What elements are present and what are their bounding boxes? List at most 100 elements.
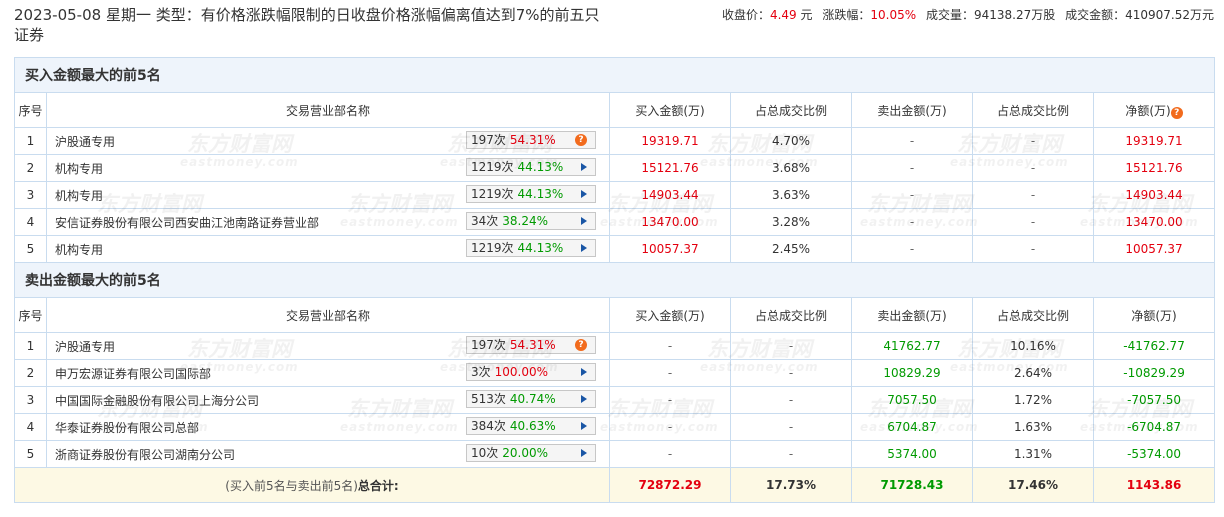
stat-value: 10.05% — [870, 8, 917, 22]
broker-name[interactable]: 机构专用 — [55, 161, 104, 176]
help-icon[interactable]: ? — [1170, 106, 1183, 119]
total-buy-pct: 17.73% — [730, 467, 852, 503]
stat-label: 涨跌幅： — [822, 8, 871, 22]
amount-cell: 19319.71 — [1092, 127, 1216, 155]
column-header: 序号 — [14, 92, 47, 128]
broker-cell: 沪股通专用 197次 54.31%? — [46, 332, 610, 360]
column-header-row: 序号 交易营业部名称 买入金额(万) 占总成交比例 卖出金额(万) 占总成交比例 净额(万)… — [14, 92, 1216, 128]
broker-name[interactable]: 安信证券股份有限公司西安曲江池南路证券营业部 — [55, 215, 320, 230]
rank: 5 — [14, 235, 47, 263]
detail-arrow[interactable] — [581, 395, 587, 403]
data-row: 4 安信证券股份有限公司西安曲江池南路证券营业部 34次 38.24% 13470.00… — [14, 208, 1216, 236]
amount-cell: -5374.00 — [1092, 440, 1216, 468]
broker-rate: 44.13% — [517, 160, 564, 174]
broker-name[interactable]: 沪股通专用 — [55, 339, 116, 354]
amount-cell: 10.16% — [972, 332, 1094, 360]
broker-stats[interactable]: 10次 20.00% — [466, 444, 596, 462]
amount-cell: 1.31% — [972, 440, 1094, 468]
broker-stats[interactable]: 1219次 44.13% — [466, 185, 596, 203]
broker-name[interactable]: 机构专用 — [55, 188, 104, 203]
broker-cell: 机构专用 1219次 44.13% — [46, 181, 610, 209]
stat-label: 成交金额： — [1065, 8, 1126, 22]
broker-count: 34次 — [471, 214, 499, 228]
amount-cell: - — [609, 332, 731, 360]
amount-cell: 4.70% — [730, 127, 852, 155]
broker-stats[interactable]: 384次 40.63% — [466, 417, 596, 435]
amount-cell: 2.64% — [972, 359, 1094, 387]
total-net: 1143.86 — [1092, 467, 1216, 503]
amount-cell: - — [730, 359, 852, 387]
broker-name[interactable]: 沪股通专用 — [55, 134, 116, 149]
column-header: 交易营业部名称 — [46, 92, 610, 128]
rank: 3 — [14, 181, 47, 209]
column-header: 净额(万)? — [1092, 92, 1216, 128]
column-header: 买入金额(万) — [609, 297, 731, 333]
amount-cell: -41762.77 — [1092, 332, 1216, 360]
amount-cell: - — [851, 127, 973, 155]
column-header: 卖出金额(万) — [851, 92, 973, 128]
amount-cell: - — [609, 386, 731, 414]
column-header: 占总成交比例 — [972, 297, 1094, 333]
amount-cell: 10057.37 — [1092, 235, 1216, 263]
stat-value: 410907.52万元 — [1125, 8, 1214, 22]
amount-cell: - — [972, 181, 1094, 209]
rank: 4 — [14, 413, 47, 441]
broker-cell: 中国国际金融股份有限公司上海分公司 513次 40.74% — [46, 386, 610, 414]
broker-stats[interactable]: 197次 54.31%? — [466, 131, 596, 149]
broker-name[interactable]: 浙商证券股份有限公司湖南分公司 — [55, 447, 236, 462]
broker-rate: 44.13% — [517, 187, 564, 201]
broker-name[interactable]: 中国国际金融股份有限公司上海分公司 — [55, 393, 260, 408]
detail-arrow[interactable] — [581, 163, 587, 171]
help-icon[interactable]: ? — [575, 339, 587, 351]
data-row: 1 沪股通专用 197次 54.31%? 19319.71 4.70% - -19319.71 — [14, 127, 1216, 155]
broker-rate: 54.31% — [509, 133, 556, 147]
amount-cell: - — [730, 332, 852, 360]
broker-stats[interactable]: 34次 38.24% — [466, 212, 596, 230]
amount-cell: 7057.50 — [851, 386, 973, 414]
detail-arrow[interactable] — [581, 244, 587, 252]
help-icon[interactable]: ? — [575, 134, 587, 146]
amount-cell: - — [972, 127, 1094, 155]
page-title: 2023-05-08 星期一 类型：有价格涨跌幅限制的日收盘价格涨幅偏离值达到7… — [14, 6, 600, 44]
column-header: 占总成交比例 — [972, 92, 1094, 128]
column-header: 卖出金额(万) — [851, 297, 973, 333]
broker-cell: 机构专用 1219次 44.13% — [46, 235, 610, 263]
detail-arrow[interactable] — [581, 449, 587, 457]
broker-name[interactable]: 机构专用 — [55, 242, 104, 257]
amount-cell: 2.45% — [730, 235, 852, 263]
column-header: 净额(万) — [1092, 297, 1216, 333]
rank: 1 — [14, 332, 47, 360]
detail-arrow[interactable] — [581, 190, 587, 198]
broker-stats[interactable]: 197次 54.31%? — [466, 336, 596, 354]
broker-stats[interactable]: 1219次 44.13% — [466, 239, 596, 257]
broker-count: 3次 — [471, 365, 491, 379]
stat-label: 收盘价： — [721, 8, 770, 22]
total-label-text: 总合计: — [357, 478, 399, 493]
data-row: 2 申万宏源证券有限公司国际部 3次 100.00% - -10829.29 2.64% -1… — [14, 359, 1216, 387]
broker-count: 1219次 — [471, 160, 514, 174]
broker-stats[interactable]: 1219次 44.13% — [466, 158, 596, 176]
column-header-row: 序号 交易营业部名称 买入金额(万) 占总成交比例 卖出金额(万) 占总成交比例 净额(万) — [14, 297, 1216, 333]
detail-arrow[interactable] — [581, 368, 587, 376]
broker-name[interactable]: 华泰证券股份有限公司总部 — [55, 420, 200, 435]
rank: 2 — [14, 359, 47, 387]
broker-rate: 100.00% — [494, 365, 549, 379]
total-sell: 71728.43 — [851, 467, 973, 503]
broker-name[interactable]: 申万宏源证券有限公司国际部 — [55, 366, 212, 381]
amount-cell: - — [851, 235, 973, 263]
amount-cell: 14903.44 — [609, 181, 731, 209]
amount-cell: -10829.29 — [1092, 359, 1216, 387]
amount-cell: - — [972, 235, 1094, 263]
total-buy: 72872.29 — [609, 467, 731, 503]
broker-count: 513次 — [471, 392, 506, 406]
broker-cell: 浙商证券股份有限公司湖南分公司 10次 20.00% — [46, 440, 610, 468]
amount-cell: - — [730, 440, 852, 468]
rank: 2 — [14, 154, 47, 182]
detail-arrow[interactable] — [581, 422, 587, 430]
broker-stats[interactable]: 3次 100.00% — [466, 363, 596, 381]
broker-cell: 华泰证券股份有限公司总部 384次 40.63% — [46, 413, 610, 441]
detail-arrow[interactable] — [581, 217, 587, 225]
broker-stats[interactable]: 513次 40.74% — [466, 390, 596, 408]
broker-cell: 安信证券股份有限公司西安曲江池南路证券营业部 34次 38.24% — [46, 208, 610, 236]
section-title: 买入金额最大的前5名 — [13, 57, 1216, 93]
